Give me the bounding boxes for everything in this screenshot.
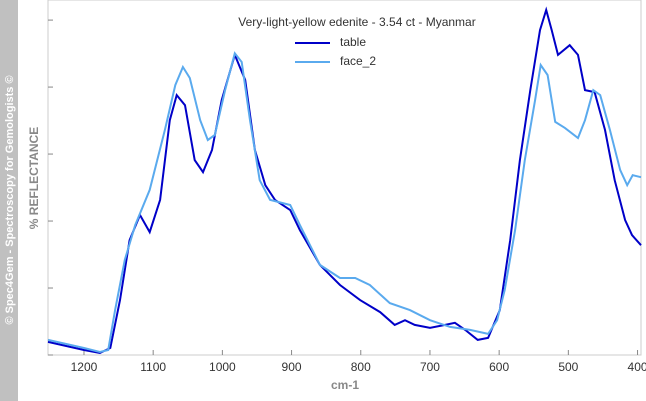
x-tick-label: 500	[558, 360, 578, 374]
watermark: © Spec4Gem - Spectroscopy for Gemologist…	[4, 75, 16, 324]
x-tick-label: 400	[628, 360, 646, 374]
x-tick-label: 1100	[140, 360, 166, 374]
x-tick-label: 1200	[71, 360, 98, 374]
chart-title: Very-light-yellow edenite - 3.54 ct - My…	[238, 15, 475, 29]
side-strip	[0, 0, 18, 401]
series-line	[47, 51, 642, 354]
series-line	[47, 6, 642, 355]
x-tick-label: 700	[420, 360, 440, 374]
x-tick-label: 900	[282, 360, 302, 374]
x-tick-label: 600	[489, 360, 509, 374]
legend-label: face_2	[340, 54, 376, 68]
legend-label: table	[340, 35, 366, 49]
x-axis-label: cm-1	[331, 378, 359, 392]
x-tick-label: 1000	[209, 360, 236, 374]
y-axis-label: % REFLECTANCE	[27, 127, 41, 229]
plot-frame	[47, 0, 642, 356]
x-tick-label: 800	[351, 360, 371, 374]
